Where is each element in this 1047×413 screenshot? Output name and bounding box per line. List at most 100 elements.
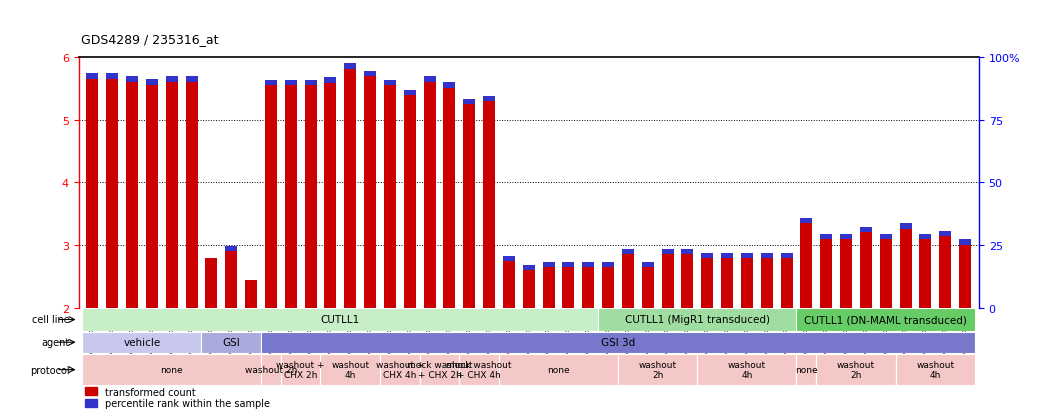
Bar <box>483 97 495 102</box>
Bar <box>662 255 673 308</box>
Bar <box>245 280 257 308</box>
Bar <box>205 258 218 308</box>
Bar <box>460 354 499 385</box>
Bar <box>261 354 281 385</box>
Bar <box>107 74 118 80</box>
Bar <box>444 83 455 89</box>
Bar <box>522 271 535 308</box>
Bar <box>741 258 753 308</box>
Text: none: none <box>160 365 183 374</box>
Text: GSI: GSI <box>222 337 240 347</box>
Bar <box>499 354 618 385</box>
Bar <box>879 234 892 239</box>
Bar <box>305 86 316 308</box>
Bar <box>265 86 276 308</box>
Bar <box>697 354 797 385</box>
Bar <box>201 332 261 353</box>
Bar <box>622 255 633 308</box>
Bar <box>582 262 595 267</box>
Bar <box>384 86 396 308</box>
Bar <box>602 262 614 267</box>
Bar <box>344 70 356 308</box>
Text: agent: agent <box>41 337 69 347</box>
Bar <box>404 90 416 95</box>
Text: washout +
CHX 4h: washout + CHX 4h <box>376 360 424 380</box>
Bar <box>404 95 416 308</box>
Bar <box>602 267 614 308</box>
Bar <box>325 78 336 84</box>
Bar <box>542 262 555 267</box>
Bar <box>781 253 793 258</box>
Bar <box>741 253 753 258</box>
Bar <box>682 255 693 308</box>
Bar <box>959 245 971 308</box>
Bar <box>919 234 932 239</box>
Bar <box>265 81 276 86</box>
Text: washout
4h: washout 4h <box>916 360 955 380</box>
Bar <box>424 76 436 83</box>
Text: washout
2h: washout 2h <box>639 360 676 380</box>
Bar <box>959 239 971 245</box>
Bar <box>562 267 575 308</box>
Bar <box>642 267 653 308</box>
Bar <box>895 354 975 385</box>
Bar <box>285 86 296 308</box>
Bar <box>598 309 797 331</box>
Text: washout 2h: washout 2h <box>245 365 297 374</box>
Bar <box>820 239 832 308</box>
Text: CUTLL1 (DN-MAML transduced): CUTLL1 (DN-MAML transduced) <box>804 315 967 325</box>
Text: washout
4h: washout 4h <box>728 360 766 380</box>
Bar <box>83 332 201 353</box>
Text: protocol: protocol <box>30 365 69 375</box>
Bar <box>146 80 158 86</box>
Bar <box>542 267 555 308</box>
Bar <box>801 218 812 223</box>
Bar <box>781 258 793 308</box>
Bar <box>83 354 261 385</box>
Bar <box>522 266 535 271</box>
Bar <box>817 354 895 385</box>
Bar <box>420 354 460 385</box>
Bar <box>860 228 872 233</box>
Bar <box>503 261 515 308</box>
Bar <box>618 354 697 385</box>
Bar <box>939 236 951 308</box>
Bar <box>320 354 380 385</box>
Bar <box>225 247 238 252</box>
Bar <box>939 231 951 236</box>
Text: GDS4289 / 235316_at: GDS4289 / 235316_at <box>81 33 218 45</box>
Bar <box>840 234 852 239</box>
Bar <box>261 332 975 353</box>
Bar <box>879 239 892 308</box>
Bar <box>483 102 495 308</box>
Bar <box>899 223 912 230</box>
Bar <box>364 71 376 76</box>
Text: CUTLL1: CUTLL1 <box>320 315 360 325</box>
Text: washout +
CHX 2h: washout + CHX 2h <box>276 360 325 380</box>
Bar <box>503 256 515 261</box>
Bar <box>701 258 713 308</box>
Bar <box>801 223 812 308</box>
Bar <box>582 267 595 308</box>
Bar <box>820 234 832 239</box>
Bar <box>225 252 238 308</box>
Bar <box>126 76 138 83</box>
Bar <box>899 230 912 308</box>
Bar <box>325 84 336 308</box>
Legend: transformed count, percentile rank within the sample: transformed count, percentile rank withi… <box>86 387 270 408</box>
Bar <box>165 76 178 83</box>
Text: none: none <box>548 365 570 374</box>
Text: none: none <box>795 365 818 374</box>
Bar <box>165 83 178 308</box>
Bar <box>146 86 158 308</box>
Bar <box>797 309 975 331</box>
Bar <box>840 239 852 308</box>
Bar <box>380 354 420 385</box>
Bar <box>87 80 98 308</box>
Bar <box>444 89 455 308</box>
Bar <box>285 81 296 86</box>
Bar <box>281 354 320 385</box>
Bar <box>305 81 316 86</box>
Bar <box>682 250 693 255</box>
Bar <box>463 105 475 308</box>
